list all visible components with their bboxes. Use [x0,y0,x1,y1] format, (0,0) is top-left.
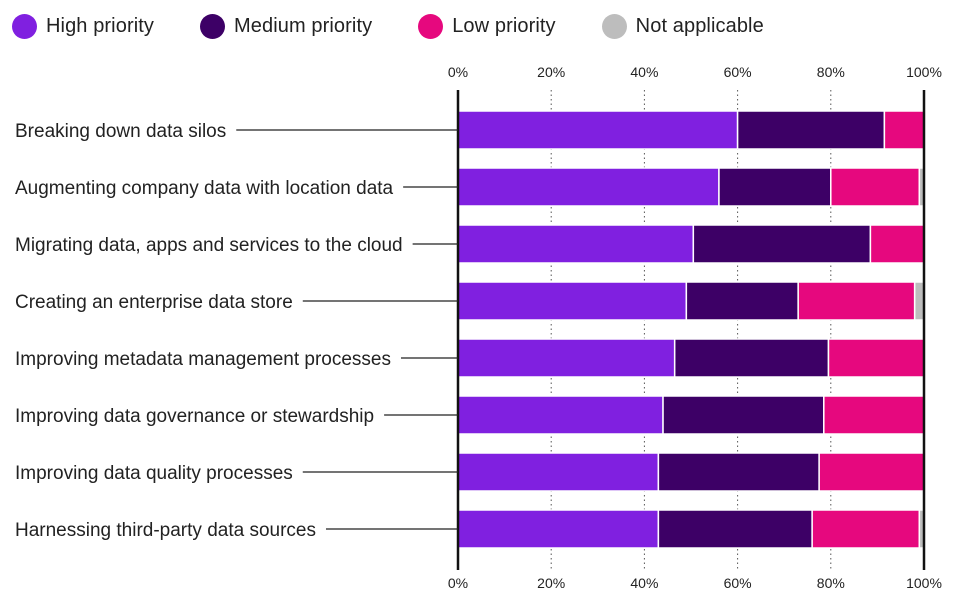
x-tick-labels-bottom: 0% 20% 40% 60% 80% 100% [448,575,942,591]
x-tick-label-top: 100% [906,64,942,80]
category-label: Breaking down data silos [15,121,226,142]
bar-segment-low [883,110,925,150]
bar-segment-high [457,167,720,207]
bar-segment-low [827,338,925,378]
x-tick-label-bottom: 20% [537,575,565,591]
bar-segment-high [457,395,664,435]
bar-segment-medium [673,338,830,378]
bar-segment-medium [718,167,832,207]
bar-segment-high [457,509,660,549]
x-tick-labels-top: 0% 20% 40% 60% 80% 100% [448,64,942,80]
bar-segment-low [823,395,925,435]
legend-label-na: Not applicable [635,14,764,37]
legend-swatch-medium [200,13,225,39]
bar-segment-medium [685,281,799,321]
bar-segment-medium [662,395,825,435]
bar-segment-low [811,509,921,549]
bars [457,110,925,549]
grid-lines [550,90,832,570]
bar-segment-low [797,281,916,321]
bar-segment-high [457,110,739,150]
x-tick-label-top: 80% [817,64,845,80]
legend-swatch-high [12,13,37,39]
x-tick-label-top: 20% [537,64,565,80]
x-tick-label-bottom: 60% [724,575,752,591]
legend-swatch-low [418,13,444,39]
legend-item-na: Not applicable [601,13,764,39]
x-tick-label-top: 40% [630,64,658,80]
bar-segment-medium [736,110,886,150]
legend-item-low: Low priority [418,13,556,39]
legend-swatch-na [601,13,627,39]
category-label: Improving metadata management processes [15,349,391,370]
axes [456,90,926,570]
category-label: Creating an enterprise data store [15,292,293,313]
category-label: Migrating data, apps and services to the… [15,235,403,256]
bar-segment-medium [657,509,813,549]
x-tick-label-bottom: 40% [630,575,658,591]
bar-segment-high [457,452,660,492]
legend-item-medium: Medium priority [200,13,373,39]
bar-segment-high [457,338,676,378]
bar-segment-high [457,224,695,264]
category-label: Augmenting company data with location da… [15,178,394,199]
legend-item-high: High priority [12,13,154,39]
legend-label-high: High priority [46,14,154,37]
x-tick-label-bottom: 80% [817,575,845,591]
legend-label-medium: Medium priority [234,14,373,37]
bar-segment-low [818,452,925,492]
legend: High priority Medium priority Low priori… [12,10,810,42]
category-label: Improving data quality processes [15,463,293,484]
bar-segment-na [913,281,925,321]
x-tick-label-bottom: 0% [448,575,468,591]
legend-label-low: Low priority [452,14,556,37]
bar-segment-low [830,167,921,207]
bar-segment-medium [692,224,872,264]
bar-segment-medium [657,452,820,492]
bar-segment-high [457,281,688,321]
category-label: Improving data governance or stewardship [15,406,374,427]
x-tick-label-top: 0% [448,64,468,80]
x-tick-label-bottom: 100% [906,575,942,591]
category-label: Harnessing third-party data sources [15,520,316,541]
x-tick-label-top: 60% [724,64,752,80]
bar-segment-low [869,224,925,264]
category-labels: Breaking down data silos Augmenting compa… [15,121,458,541]
